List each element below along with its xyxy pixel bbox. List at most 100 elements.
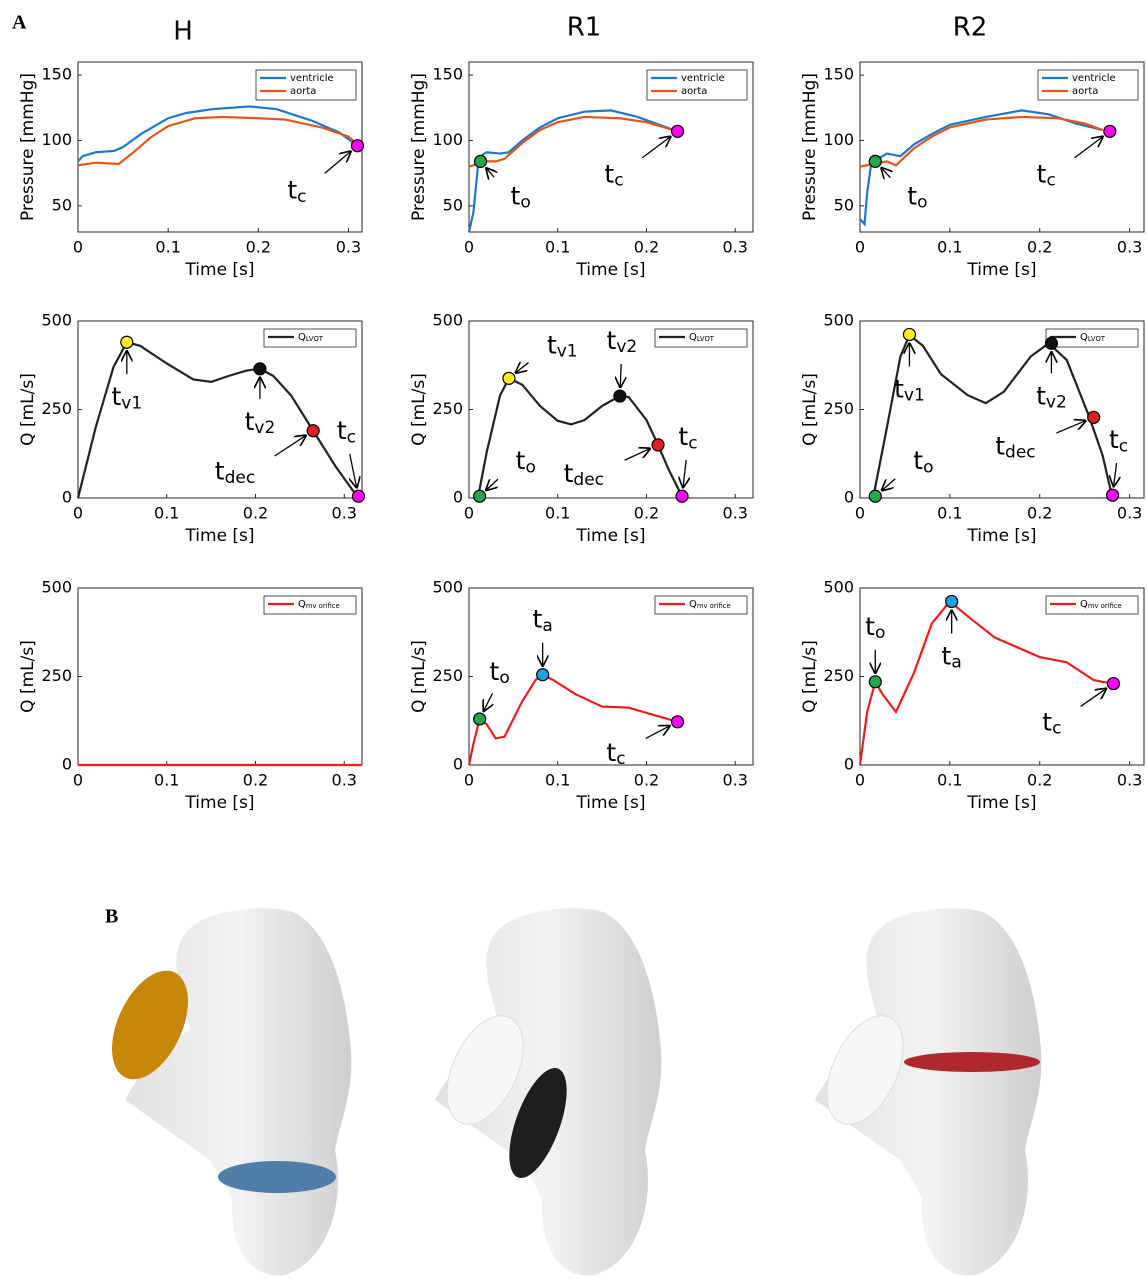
x-axis-label: Time [s] (966, 526, 1036, 546)
event-label-sub: v1 (557, 341, 578, 361)
event-label-main: t (995, 431, 1005, 460)
y-axis-label: Q [mL/s] (18, 640, 38, 713)
x-axis-label: Time [s] (184, 793, 254, 813)
event-marker (869, 155, 881, 167)
y-axis-label: Q [mL/s] (409, 373, 429, 446)
x-tick-label: 0 (855, 771, 865, 790)
event-label-main: t (516, 446, 526, 475)
legend-label-main: Q (298, 332, 306, 343)
x-axis-label: Time [s] (575, 526, 645, 546)
x-tick-label: 0.2 (1027, 771, 1052, 790)
x-tick-label: 0.3 (332, 504, 357, 523)
event-marker (254, 363, 266, 375)
y-axis-label: Q [mL/s] (409, 640, 429, 713)
event-marker (614, 390, 626, 402)
panel-label: A (12, 12, 27, 34)
event-marker (1107, 489, 1119, 501)
y-tick-label: 150 (41, 65, 72, 84)
legend-label-main: aorta (681, 86, 707, 97)
legend-label-main: ventricle (1072, 73, 1116, 84)
y-tick-label: 0 (453, 488, 463, 507)
legend-label: ventricle (681, 73, 725, 84)
event-marker (672, 716, 684, 728)
y-tick-label: 0 (62, 488, 72, 507)
y-tick-label: 50 (834, 195, 854, 214)
event-marker (869, 490, 881, 502)
x-tick-label: 0 (73, 238, 83, 257)
event-marker (946, 595, 958, 607)
event-marker (474, 490, 486, 502)
y-tick-label: 0 (844, 755, 854, 774)
event-marker (672, 125, 684, 137)
event-marker (1045, 337, 1057, 349)
x-tick-label: 0.1 (154, 504, 179, 523)
event-label-main: t (894, 374, 904, 403)
x-tick-label: 0.1 (154, 771, 179, 790)
event-label-main: t (547, 330, 557, 359)
event-marker (652, 439, 664, 451)
y-axis-label: Pressure [mmHg] (409, 73, 429, 221)
x-tick-label: 0 (464, 504, 474, 523)
event-label-main: t (1042, 708, 1052, 737)
legend-label-main: aorta (290, 86, 316, 97)
legend-label: ventricle (290, 73, 334, 84)
event-label-sub: o (917, 192, 927, 212)
plot-frame (78, 588, 362, 765)
legend-label-sub: LVOT (1088, 335, 1106, 343)
legend-label: aorta (1072, 86, 1098, 97)
event-marker (475, 155, 487, 167)
plot-frame (860, 321, 1144, 498)
y-tick-label: 100 (432, 130, 463, 149)
event-label-sub: dec (573, 470, 604, 490)
y-tick-label: 50 (443, 195, 463, 214)
event-label-main: t (337, 416, 347, 445)
y-tick-label: 500 (823, 311, 854, 330)
event-label-sub: o (520, 192, 530, 212)
event-marker (676, 490, 688, 502)
y-tick-label: 150 (432, 65, 463, 84)
plot-frame (860, 588, 1144, 765)
legend-label-sub: mv orifice (306, 602, 340, 610)
x-tick-label: 0.1 (937, 771, 962, 790)
y-tick-label: 50 (52, 195, 72, 214)
x-tick-label: 0 (464, 771, 474, 790)
event-label-main: t (533, 605, 543, 634)
event-label-main: t (1109, 425, 1119, 454)
event-label-sub: o (923, 457, 933, 477)
event-marker (351, 140, 363, 152)
y-tick-label: 100 (41, 130, 72, 149)
event-label-sub: dec (225, 468, 256, 488)
event-label-sub: c (1119, 436, 1128, 456)
event-label-sub: c (1052, 719, 1061, 739)
x-tick-label: 0.2 (243, 771, 268, 790)
event-label-main: t (607, 326, 617, 355)
event-label-sub: o (499, 668, 509, 688)
legend-label-main: aorta (1072, 86, 1098, 97)
event-label-sub: c (297, 187, 306, 207)
x-tick-label: 0.2 (1027, 504, 1052, 523)
event-label-sub: c (688, 433, 697, 453)
event-marker (121, 336, 133, 348)
x-tick-label: 0.2 (243, 504, 268, 523)
legend-label: aorta (681, 86, 707, 97)
figure: A B H R1 R2 00.10.20.350100150Time [s]Pr… (0, 0, 1147, 1278)
event-marker (503, 372, 515, 384)
legend-label-sub: mv orifice (697, 602, 731, 610)
y-tick-label: 500 (432, 311, 463, 330)
event-label-sub: v2 (616, 337, 637, 357)
legend-label: aorta (290, 86, 316, 97)
y-tick-label: 100 (823, 130, 854, 149)
x-tick-label: 0.1 (545, 771, 570, 790)
event-marker (1088, 411, 1100, 423)
x-tick-label: 0.3 (1117, 238, 1142, 257)
x-tick-label: 0 (73, 771, 83, 790)
event-label-sub: v1 (904, 386, 925, 406)
y-tick-label: 250 (432, 399, 463, 418)
legend-label-main: ventricle (681, 73, 725, 84)
legend-label: ventricle (1072, 73, 1116, 84)
x-tick-label: 0.2 (1027, 238, 1052, 257)
column-title: R1 (567, 13, 602, 43)
y-tick-label: 500 (41, 578, 72, 597)
y-tick-label: 250 (823, 666, 854, 685)
y-tick-label: 250 (41, 666, 72, 685)
